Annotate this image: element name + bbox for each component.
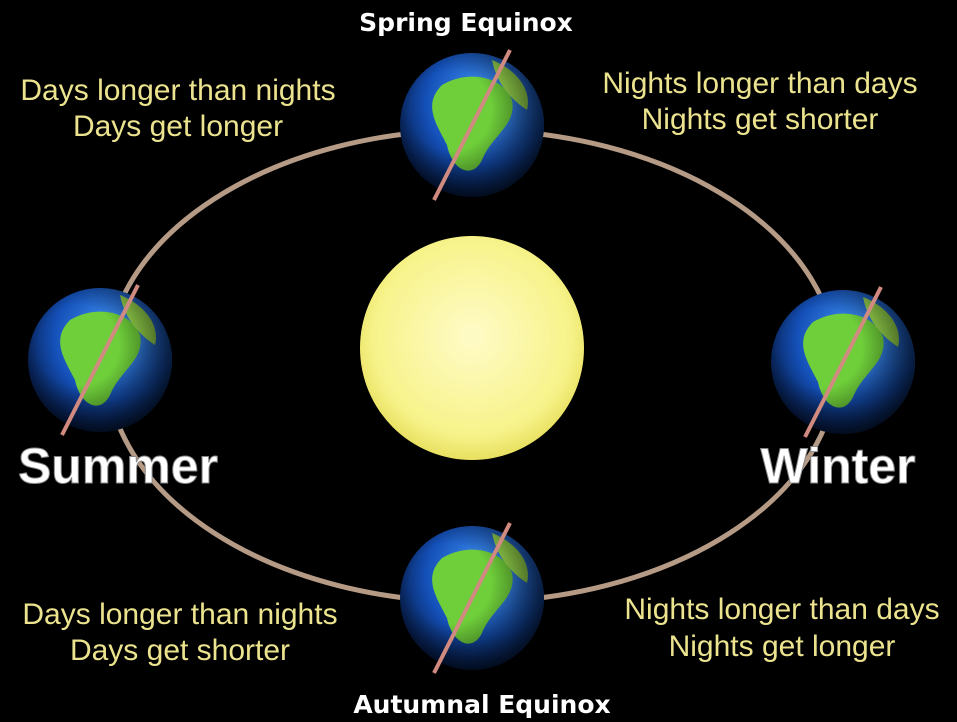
earth-winter xyxy=(771,287,915,437)
note: Days get shorter xyxy=(70,634,290,667)
note: Days longer than nights xyxy=(22,598,337,631)
spring-label: Spring Equinox xyxy=(359,8,573,37)
summer-label: Summer xyxy=(18,438,218,494)
earth-autumn xyxy=(400,523,544,673)
note: Days get longer xyxy=(73,110,283,143)
earth-summer xyxy=(28,285,172,435)
earth-spring xyxy=(400,50,544,200)
autumn-label: Autumnal Equinox xyxy=(353,690,610,719)
note: Nights longer than days xyxy=(624,593,939,626)
note: Nights get longer xyxy=(669,630,896,663)
sun xyxy=(360,236,584,460)
note: Nights longer than days xyxy=(602,67,917,100)
winter-label: Winter xyxy=(760,438,915,494)
diagram: Spring Equinox Autumnal Equinox Summer W… xyxy=(0,0,957,722)
note: Nights get shorter xyxy=(642,103,879,136)
note: Days longer than nights xyxy=(20,74,335,107)
